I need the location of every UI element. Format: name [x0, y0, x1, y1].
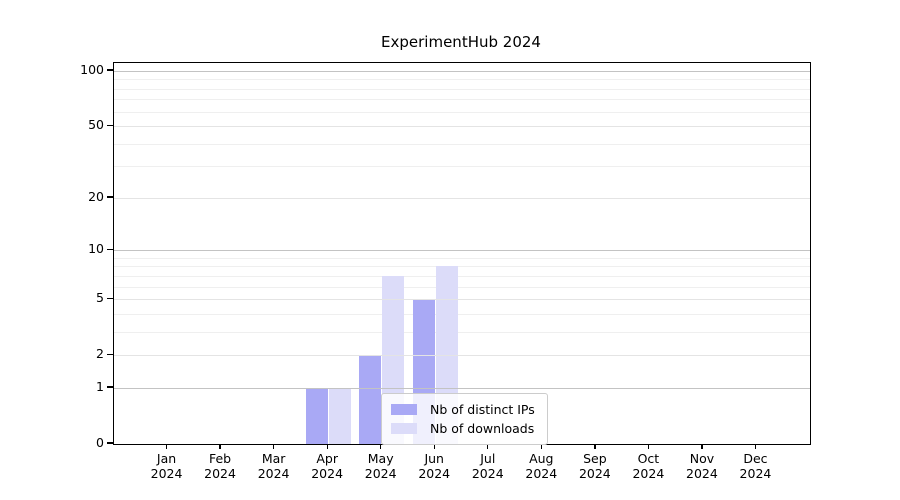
- y-tick-label: 20: [88, 188, 104, 204]
- x-tick-label-jul: Jul 2024: [458, 451, 518, 481]
- gridline-minor: [114, 266, 810, 268]
- x-tick-month: Jun: [424, 451, 444, 466]
- gridline-minor: [114, 99, 810, 101]
- legend-label-downloads: Nb of downloads: [430, 421, 535, 436]
- x-tick-label-apr: Apr 2024: [297, 451, 357, 481]
- gridline-minor: [114, 286, 810, 288]
- y-tick-label: 1: [96, 378, 104, 394]
- gridline-minor: [114, 79, 810, 81]
- x-tick-mark: [540, 444, 542, 449]
- y-tick-label: 5: [96, 290, 104, 306]
- legend-item-distinct-ips: Nb of distinct IPs: [391, 400, 535, 419]
- x-tick-mark: [487, 444, 489, 449]
- x-tick-month: Dec: [743, 451, 768, 466]
- x-tick-label-may: May 2024: [351, 451, 411, 481]
- x-tick-year: 2024: [632, 466, 665, 481]
- y-tick-mark: [107, 69, 114, 71]
- x-tick-year: 2024: [525, 466, 558, 481]
- x-tick-mark: [701, 444, 703, 449]
- x-tick-mark: [433, 444, 435, 449]
- y-tick-mark: [107, 124, 114, 126]
- x-tick-year: 2024: [686, 466, 718, 481]
- x-tick-label-mar: Mar 2024: [244, 451, 304, 481]
- x-tick-month: Aug: [529, 451, 554, 466]
- x-tick-label-sep: Sep 2024: [565, 451, 625, 481]
- x-tick-mark: [326, 444, 328, 449]
- plot-area: Nb of distinct IPs Nb of downloads: [113, 62, 811, 445]
- y-tick-mark: [107, 386, 114, 388]
- x-tick-year: 2024: [257, 466, 290, 481]
- x-tick-label-dec: Dec 2024: [725, 451, 785, 481]
- x-tick-mark: [165, 444, 168, 449]
- y-tick-mark: [107, 353, 114, 355]
- x-tick-label-feb: Feb 2024: [190, 451, 250, 481]
- bar-downloads-apr: [328, 387, 351, 444]
- gridline-minor: [114, 313, 810, 315]
- x-tick-label-jun: Jun 2024: [404, 451, 464, 481]
- x-tick-year: 2024: [418, 466, 451, 481]
- y-tick-label: 100: [80, 61, 104, 77]
- gridline: [114, 355, 810, 357]
- gridline-minor: [114, 166, 810, 168]
- x-tick-mark: [273, 444, 275, 449]
- x-tick-year: 2024: [364, 466, 397, 481]
- bar-distinct-ips-apr: [305, 387, 328, 444]
- x-tick-year: 2024: [578, 466, 611, 481]
- x-tick-year: 2024: [311, 466, 344, 481]
- x-tick-mark: [219, 444, 221, 449]
- y-tick-label: 50: [88, 117, 104, 133]
- x-tick-mark: [647, 444, 650, 449]
- y-tick-label: 2: [96, 346, 104, 362]
- x-tick-month: Oct: [637, 451, 660, 466]
- legend: Nb of distinct IPs Nb of downloads: [381, 393, 548, 445]
- y-tick-label: 0: [96, 435, 104, 450]
- x-tick-mark: [380, 444, 382, 449]
- gridline: [114, 197, 810, 199]
- gridline-minor: [114, 331, 810, 333]
- x-tick-month: Sep: [583, 451, 607, 466]
- gridline: [114, 387, 810, 389]
- gridline-minor: [114, 275, 810, 277]
- x-tick-year: 2024: [471, 466, 504, 481]
- gridline-minor: [114, 257, 810, 259]
- x-tick-month: Mar: [261, 451, 286, 466]
- gridline: [114, 299, 810, 301]
- x-tick-year: 2024: [150, 466, 183, 481]
- y-tick-label: 10: [88, 241, 104, 257]
- x-tick-month: Apr: [316, 451, 338, 466]
- x-tick-month: Jul: [480, 451, 496, 466]
- x-tick-mark: [754, 444, 757, 449]
- x-tick-month: May: [367, 451, 394, 466]
- legend-swatch-distinct-ips: [391, 404, 417, 415]
- x-tick-mark: [594, 444, 596, 449]
- x-tick-month: Feb: [208, 451, 232, 466]
- x-tick-label-nov: Nov 2024: [672, 451, 732, 481]
- legend-label-distinct-ips: Nb of distinct IPs: [430, 402, 535, 417]
- y-tick-mark: [107, 248, 114, 250]
- legend-swatch-downloads: [391, 423, 417, 434]
- y-tick-mark: [107, 442, 114, 444]
- gridline: [114, 126, 810, 128]
- x-tick-year: 2024: [739, 466, 772, 481]
- x-tick-month: Jan: [156, 451, 177, 466]
- y-tick-mark: [107, 297, 114, 299]
- legend-item-downloads: Nb of downloads: [391, 419, 535, 438]
- gridline: [114, 250, 810, 252]
- bar-distinct-ips-may: [359, 355, 382, 444]
- gridline-minor: [114, 143, 810, 145]
- x-tick-label-aug: Aug 2024: [511, 451, 571, 481]
- gridline-minor: [114, 111, 810, 113]
- gridline-minor: [114, 88, 810, 90]
- x-tick-month: Nov: [689, 451, 715, 466]
- chart-title: ExperimentHub 2024: [381, 33, 541, 51]
- x-tick-label-oct: Oct 2024: [618, 451, 678, 481]
- gridline: [114, 70, 810, 72]
- x-tick-label-jan: Jan 2024: [137, 451, 197, 481]
- x-tick-year: 2024: [204, 466, 236, 481]
- y-tick-mark: [107, 196, 114, 198]
